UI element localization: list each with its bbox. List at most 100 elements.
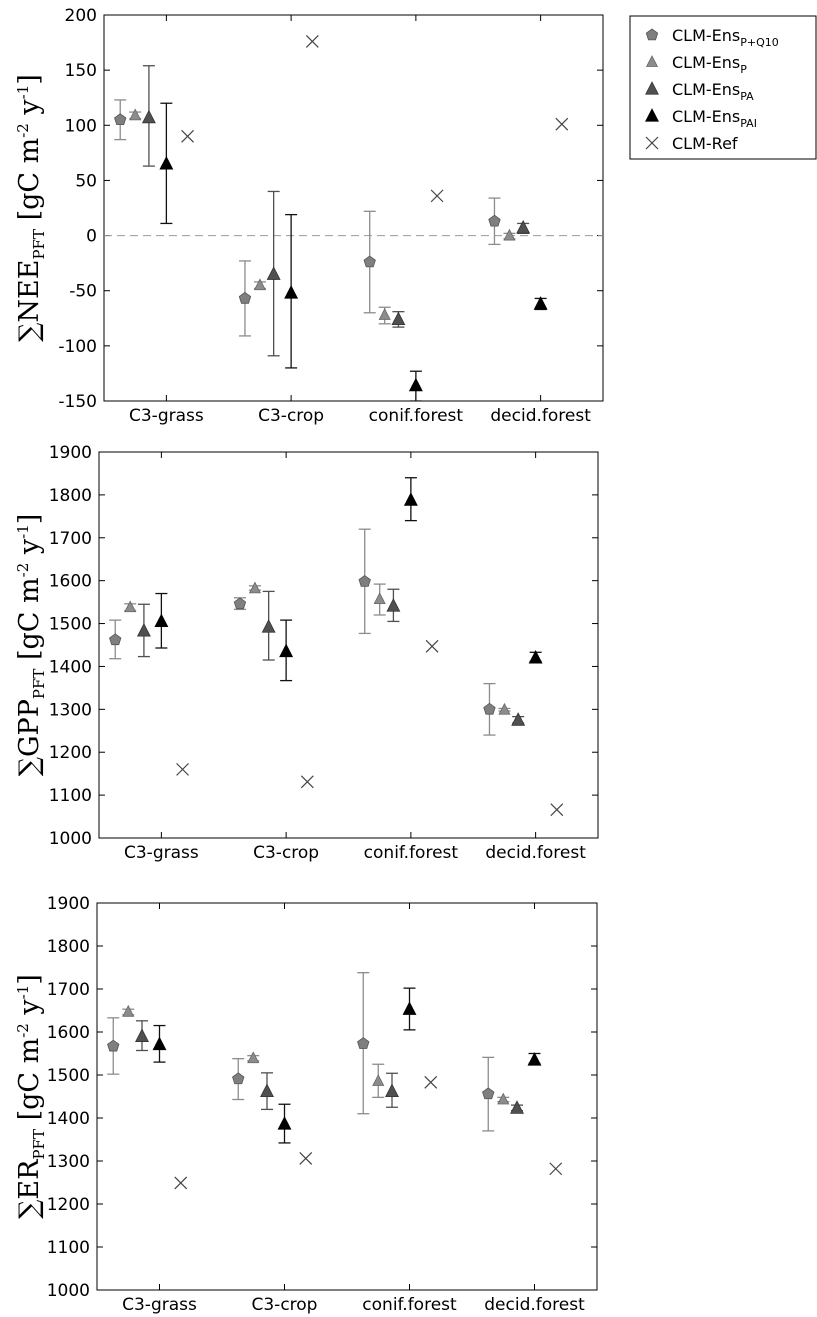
data-point [510, 1100, 524, 1114]
y-tick-label: 1800 [49, 486, 92, 506]
y-tick-label: 1800 [47, 937, 90, 957]
data-point [358, 575, 371, 587]
data-point [176, 762, 190, 776]
y-tick-label: 1400 [47, 1109, 90, 1129]
legend-label: CLM-EnsP+Q10 [672, 26, 779, 49]
legend-label: CLM-Ref [672, 134, 738, 153]
data-point [238, 291, 252, 304]
chart-panel-1: -150 -100 -50 0 50 100 150 200 C3-grass C3-crop co… [14, 6, 604, 426]
data-point [363, 255, 376, 268]
data-point [277, 1116, 292, 1130]
data-point [305, 35, 319, 48]
data-point [136, 622, 151, 637]
plot-frame [103, 14, 604, 402]
data-point [391, 311, 406, 326]
legend-label: CLM-EnsP [672, 53, 747, 76]
chart-panels: -150 -100 -50 0 50 100 150 200 C3-grass C3-crop co… [14, 6, 604, 1315]
data-point [107, 1039, 120, 1052]
data-point [114, 113, 127, 126]
x-tick-label: C3-grass [122, 1295, 197, 1315]
legend-marker [645, 136, 659, 150]
data-point [408, 377, 423, 392]
x-tick-label: conif.forest [362, 1295, 457, 1315]
y-axis-label: ∑NEEPFT [gC m-2 y-1] [14, 74, 48, 342]
legend-marker [645, 55, 659, 67]
data-point [248, 581, 261, 594]
plot-frame [96, 902, 598, 1291]
y-tick-label: 1200 [49, 743, 92, 763]
data-point [533, 296, 548, 310]
y-tick-label: 1000 [49, 829, 92, 849]
x-tick-label: decid.forest [484, 1295, 585, 1315]
data-point [300, 775, 314, 789]
y-tick-label: 1500 [47, 1066, 90, 1086]
data-point [253, 278, 266, 291]
data-point [109, 633, 122, 646]
data-point [154, 613, 169, 628]
data-point [385, 1083, 399, 1097]
x-tick-label: C3-crop [252, 1295, 318, 1315]
y-tick-label: 1400 [49, 657, 92, 677]
data-point [402, 1001, 417, 1015]
y-tick-label: -50 [69, 282, 97, 302]
data-point [372, 1074, 385, 1086]
data-point [503, 228, 516, 241]
chart-legend: CLM-EnsP+Q10 CLM-EnsP CLM-EnsPA CLM-EnsPAI C… [629, 15, 817, 160]
data-point [124, 600, 137, 613]
y-tick-label: -100 [58, 337, 97, 357]
x-tick-label: C3-grass [129, 406, 204, 426]
data-point [498, 702, 511, 715]
data-point [482, 1087, 495, 1100]
data-point [284, 285, 299, 299]
plot-frame [98, 451, 599, 839]
x-tick-label: C3-crop [253, 843, 319, 863]
x-tick-label: decid.forest [490, 406, 591, 426]
data-point [549, 1162, 563, 1176]
data-point [159, 156, 174, 170]
data-point [555, 117, 569, 131]
y-tick-label: 1000 [47, 1281, 90, 1301]
x-tick-label: C3-crop [258, 406, 324, 426]
legend-marker [645, 108, 659, 122]
y-tick-label: 1600 [47, 1023, 90, 1043]
legend-label: CLM-EnsPA [672, 80, 754, 103]
data-point [299, 1151, 313, 1165]
chart-panel-3: 1000 1100 1200 1300 1400 1500 1600 1700 1800 1900… [14, 894, 598, 1315]
y-tick-label: -150 [58, 392, 97, 412]
data-point [511, 712, 526, 726]
data-point [550, 803, 564, 817]
y-tick-label: 1200 [47, 1195, 90, 1215]
data-point [181, 129, 195, 143]
x-tick-label: decid.forest [485, 843, 586, 863]
data-point [233, 597, 247, 610]
data-point [266, 266, 281, 280]
data-point [357, 1037, 370, 1049]
y-tick-label: 1600 [49, 572, 92, 592]
y-tick-label: 1100 [47, 1238, 90, 1258]
y-tick-label: 200 [65, 6, 97, 26]
data-point [373, 592, 386, 605]
data-points [114, 35, 569, 401]
legend-marker [645, 81, 659, 95]
y-tick-label: 100 [65, 116, 97, 136]
legend-label: CLM-EnsPAI [672, 107, 757, 130]
data-point [386, 598, 401, 612]
data-point [141, 109, 156, 124]
data-point [497, 1092, 510, 1105]
data-point [122, 1004, 135, 1017]
data-point [247, 1051, 260, 1064]
y-axis-label: ∑ERPFT [gC m-2 y-1] [14, 974, 48, 1219]
data-point [430, 189, 444, 203]
y-tick-label: 1700 [49, 529, 92, 549]
data-point [232, 1072, 245, 1085]
data-point [378, 308, 391, 320]
data-point [527, 1052, 542, 1066]
chart-panel-2: 1000 1100 1200 1300 1400 1500 1600 1700 1800 1900… [14, 443, 599, 863]
data-point [135, 1028, 149, 1042]
data-points [109, 477, 564, 817]
data-point [424, 1075, 438, 1089]
y-tick-label: 1500 [49, 615, 92, 635]
legend-box [629, 15, 817, 160]
y-tick-label: 1900 [47, 894, 90, 914]
